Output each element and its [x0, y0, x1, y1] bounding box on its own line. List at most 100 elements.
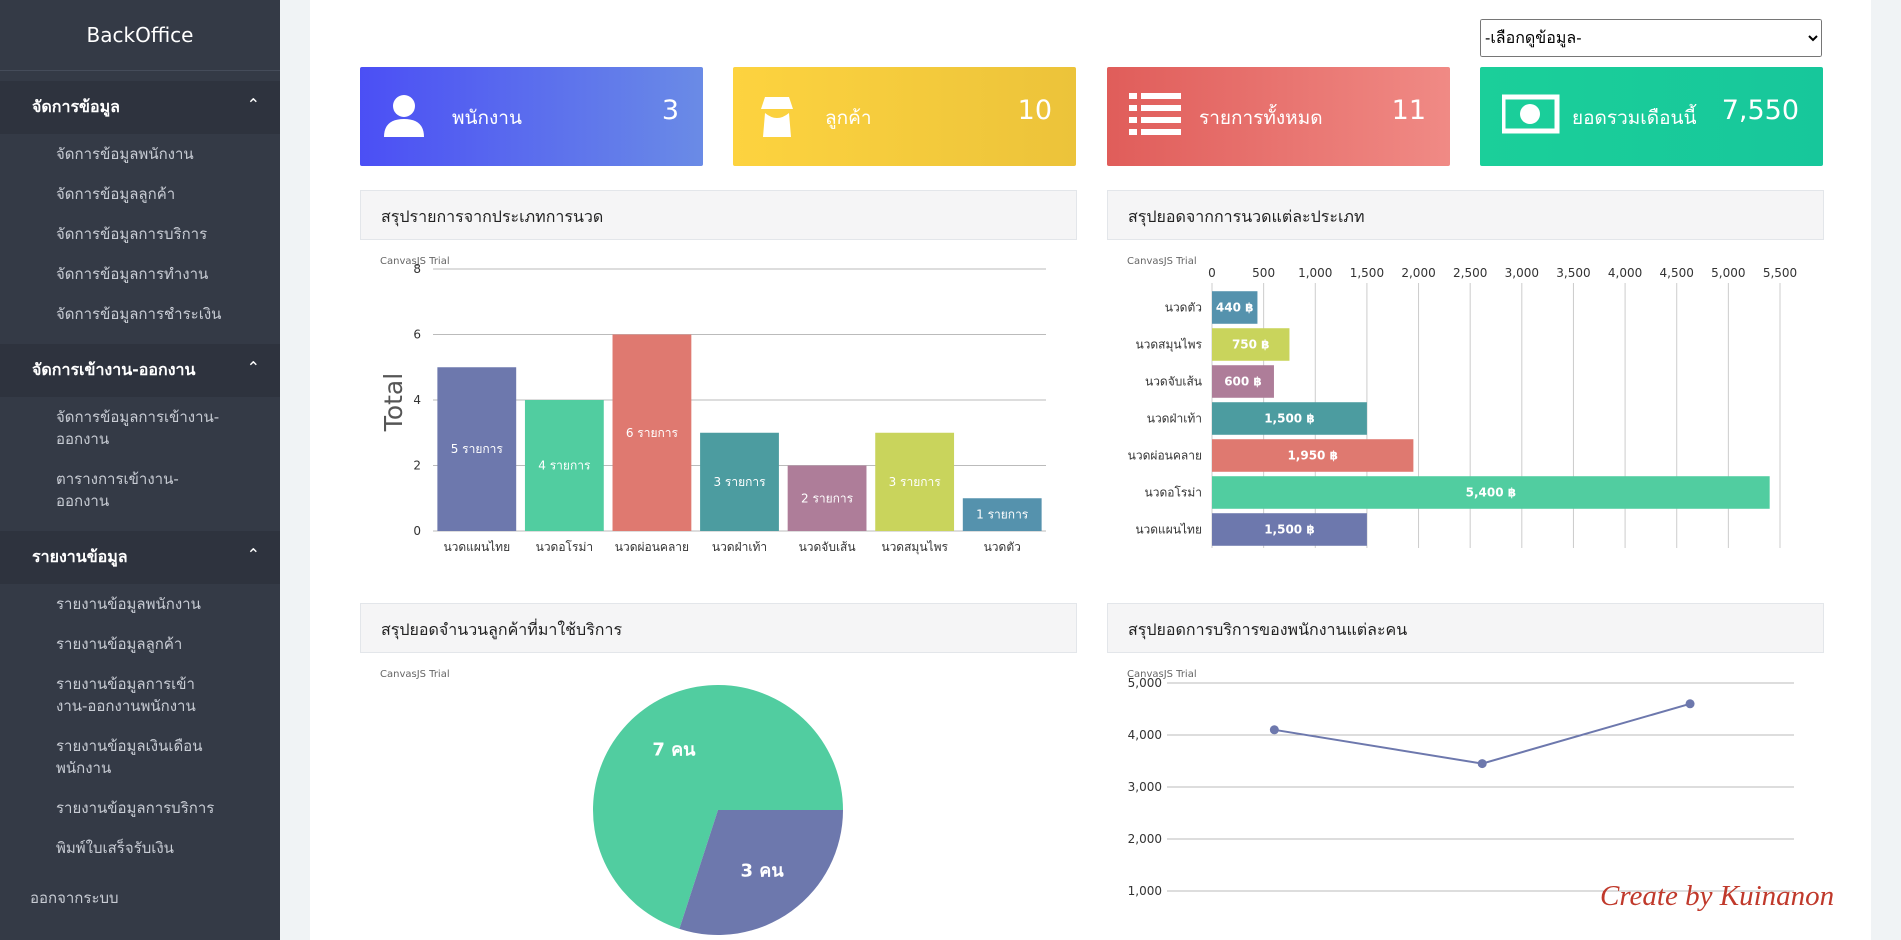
card-label: พนักงาน [452, 107, 522, 129]
value-label: 4 รายการ [538, 459, 591, 473]
y-tick-label: 3,000 [1128, 780, 1162, 794]
bar [700, 432, 779, 531]
nav-item[interactable]: รายงานข้อมูลเงินเดือนพนักงาน [56, 737, 203, 777]
card-label: ยอดรวมเดือนนี้ [1572, 107, 1697, 129]
nav-section-title: จัดการข้อมูล [32, 97, 120, 116]
card-value: 7,550 [1721, 95, 1799, 126]
y-tick-label: นวดสมุนไพร [1135, 338, 1202, 353]
watermark: CanvasJS Trial [380, 669, 450, 680]
value-label: 5 รายการ [451, 442, 504, 456]
brand: BackOffice [0, 0, 280, 71]
bar [1212, 291, 1258, 324]
nav-section[interactable]: รายงานข้อมูล ⌃ [0, 531, 280, 584]
y-tick-label: 5,000 [1128, 676, 1162, 690]
pie-slice [593, 685, 843, 929]
nav-item[interactable]: จัดการข้อมูลการทำงาน [56, 265, 209, 283]
x-tick-label: 5,500 [1763, 266, 1797, 280]
nav-item[interactable]: รายงานข้อมูลลูกค้า [56, 635, 183, 653]
panel-title: สรุปยอดจากการนวดแต่ละประเภท [1128, 207, 1365, 226]
nav-item[interactable]: พิมพ์ใบเสร็จรับเงิน [56, 839, 174, 857]
x-tick-label: 4,500 [1660, 266, 1694, 280]
bar [612, 334, 692, 531]
card-icon [1129, 89, 1187, 145]
x-tick-label: นวดอโรม่า [536, 540, 593, 554]
nav-section[interactable]: จัดการข้อมูล ⌃ [0, 81, 280, 134]
panel-title: สรุปยอดจำนวนลูกค้าที่มาใช้บริการ [381, 620, 623, 639]
chevron: ⌃ [246, 95, 260, 114]
point [1477, 759, 1487, 769]
x-tick-label: 2,000 [1401, 266, 1435, 280]
stat-card: พนักงาน 3 [360, 67, 703, 166]
value-label: 1,500 ฿ [1264, 412, 1314, 426]
nav-item[interactable]: รายงานข้อมูลการเข้างาน-ออกงานพนักงาน [56, 675, 196, 715]
y-tick-label: นวดฝ่าเท้า [1147, 412, 1202, 426]
x-tick-label: 1,500 [1350, 266, 1384, 280]
y-tick-label: นวดผ่อนคลาย [1128, 449, 1202, 463]
value-label: 6 รายการ [626, 426, 679, 440]
card-icon [1500, 89, 1560, 145]
value-label: 1,500 ฿ [1264, 523, 1314, 537]
nav-section-title: รายงานข้อมูล [32, 547, 128, 566]
bar [1212, 328, 1290, 361]
signature: Create by Kuinanon [1600, 880, 1835, 912]
bar [1212, 365, 1274, 398]
value-label: 3 รายการ [889, 475, 942, 489]
x-tick-label: 1,000 [1298, 266, 1332, 280]
card-label: รายการทั้งหมด [1199, 107, 1323, 129]
nav-item[interactable]: จัดการข้อมูลการบริการ [56, 225, 208, 243]
y-tick-label: 1,000 [1128, 884, 1162, 898]
nav-section-title: จัดการเข้างาน-ออกงาน [32, 360, 196, 379]
y-tick-label: 8 [413, 262, 421, 276]
x-tick-label: นวดฝ่าเท้า [712, 540, 767, 554]
y-tick-label: นวดอโรม่า [1145, 486, 1202, 500]
y-tick-label: 4,000 [1128, 728, 1162, 742]
nav-section[interactable]: จัดการเข้างาน-ออกงาน ⌃ [0, 344, 280, 397]
bar [1212, 402, 1367, 435]
y-tick-label: นวดแผนไทย [1135, 523, 1202, 537]
nav-item[interactable]: ตารางการเข้างาน-ออกงาน [56, 470, 179, 510]
x-tick-label: นวดแผนไทย [443, 540, 510, 554]
pie-slice [679, 810, 843, 935]
y-axis-title: Total [379, 373, 408, 432]
y-tick-label: นวดตัว [1165, 301, 1202, 315]
y-tick-label: 4 [413, 393, 421, 407]
point [1685, 699, 1695, 709]
x-tick-label: 4,000 [1608, 266, 1642, 280]
bar [437, 367, 517, 531]
nav-item[interactable]: จัดการข้อมูลพนักงาน [56, 145, 194, 163]
x-tick-label: 500 [1252, 266, 1275, 280]
card-value: 10 [1017, 95, 1052, 126]
icon [761, 97, 793, 137]
icon [384, 95, 424, 137]
bar [962, 498, 1042, 531]
x-tick-label: 5,000 [1711, 266, 1745, 280]
value-label: 3 คน [741, 861, 785, 882]
x-tick-label: 2,500 [1453, 266, 1487, 280]
bar [787, 465, 867, 531]
panel-title: สรุปยอดการบริการของพนักงานแต่ละคน [1128, 620, 1408, 639]
value-label: 1,950 ฿ [1287, 449, 1337, 463]
logout[interactable]: ออกจากระบบ [30, 889, 119, 907]
stat-card: รายการทั้งหมด 11 [1107, 67, 1450, 166]
nav-item[interactable]: รายงานข้อมูลการบริการ [56, 799, 215, 817]
nav-item[interactable]: รายงานข้อมูลพนักงาน [56, 595, 201, 613]
value-label: 600 ฿ [1224, 375, 1262, 389]
y-tick-label: 2,000 [1128, 832, 1162, 846]
nav-item[interactable]: จัดการข้อมูลการชำระเงิน [56, 305, 222, 323]
x-tick-label: 3,500 [1556, 266, 1590, 280]
filter-select[interactable]: -เลือกดูข้อมูล- [1480, 19, 1822, 57]
nav-item[interactable]: จัดการข้อมูลลูกค้า [56, 185, 176, 203]
stat-card: ลูกค้า 10 [733, 67, 1076, 166]
bar [1212, 439, 1414, 472]
watermark: CanvasJS Trial [1127, 256, 1197, 267]
value-label: 2 รายการ [801, 491, 854, 505]
icon [1129, 93, 1181, 135]
panel-header: สรุปยอดการบริการของพนักงานแต่ละคน [1107, 603, 1824, 653]
sidebar: BackOffice จัดการข้อมูล ⌃ จัดการข้อมูลพนักง… [0, 0, 280, 940]
bar [1212, 513, 1367, 546]
nav-item[interactable]: จัดการข้อมูลการเข้างาน-ออกงาน [56, 408, 220, 448]
